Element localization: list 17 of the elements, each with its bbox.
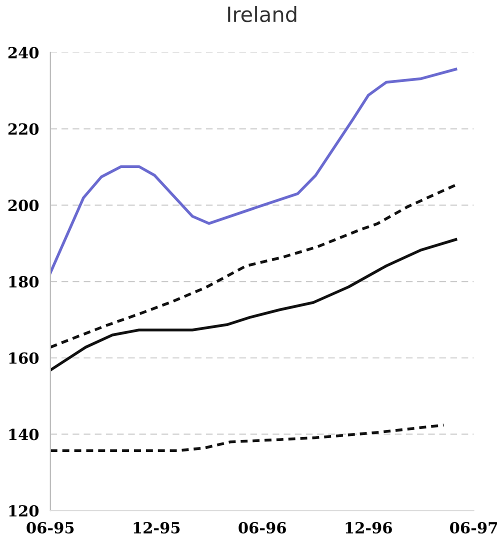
y-tick-label: 120 <box>9 505 39 517</box>
y-tick-label: 140 <box>9 428 39 440</box>
x-tick-label: 06-95 <box>26 522 74 534</box>
line-series <box>50 424 446 452</box>
x-tick-label: 12-95 <box>134 522 180 534</box>
x-tick-label: 06-97 <box>450 522 497 534</box>
y-tick-label: 200 <box>8 200 39 212</box>
y-tick-label: 240 <box>8 46 39 58</box>
chart-title: Ireland <box>228 6 296 22</box>
line-series <box>50 184 458 349</box>
y-tick-label: 160 <box>9 352 39 364</box>
line-series <box>50 68 458 274</box>
x-tick-label: 06-96 <box>238 522 286 534</box>
x-tick-label: 12-96 <box>346 522 392 534</box>
y-tick-label: 220 <box>8 123 39 135</box>
y-tick-label: 180 <box>9 276 39 288</box>
line-series <box>50 238 458 372</box>
